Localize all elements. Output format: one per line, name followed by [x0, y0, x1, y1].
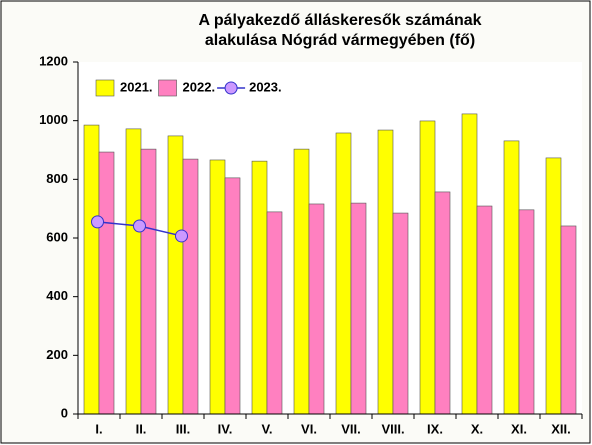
x-tick-label: VIII. — [381, 421, 404, 436]
y-tick-label: 1000 — [39, 112, 68, 127]
x-tick-label: I. — [95, 421, 102, 436]
bar — [419, 120, 436, 415]
y-tick-label: 800 — [46, 171, 68, 186]
bar — [293, 148, 310, 415]
y-tick-label: 600 — [46, 229, 68, 244]
x-tick-label: XII. — [551, 421, 571, 436]
bar — [476, 205, 493, 415]
x-tick-label: IV. — [218, 421, 233, 436]
chart-title: alakulása Nógrád vármegyében (fő) — [205, 32, 475, 49]
y-tick-label: 1200 — [39, 53, 68, 68]
bar — [503, 140, 520, 415]
y-tick-label: 0 — [61, 405, 68, 420]
bar — [209, 159, 226, 415]
chart-title: A pályakezdő álláskeresők számának — [198, 12, 481, 29]
bar — [83, 124, 100, 415]
x-tick-label: II. — [136, 421, 147, 436]
bar — [335, 132, 352, 415]
legend-swatch — [224, 81, 238, 95]
x-tick-label: III. — [176, 421, 190, 436]
bar — [308, 203, 325, 415]
bar — [224, 177, 241, 415]
legend-label: 2023. — [249, 79, 282, 94]
line-marker — [91, 215, 104, 229]
bar — [518, 209, 535, 415]
plot-area — [78, 62, 582, 414]
bar — [560, 225, 577, 415]
bar — [182, 158, 199, 415]
legend-swatch — [158, 79, 177, 97]
bar — [167, 135, 184, 415]
legend-label: 2021. — [120, 79, 153, 94]
y-tick-label: 400 — [46, 288, 68, 303]
bar — [350, 202, 367, 415]
x-tick-label: VI. — [301, 421, 317, 436]
bar — [125, 128, 142, 415]
x-tick-label: X. — [471, 421, 483, 436]
bar — [377, 129, 394, 415]
y-tick-label: 200 — [46, 347, 68, 362]
x-tick-label: XI. — [511, 421, 527, 436]
bar — [140, 148, 157, 415]
bar — [98, 151, 115, 415]
bar — [392, 212, 409, 415]
line-marker — [175, 229, 188, 243]
bar — [434, 191, 451, 415]
legend-label: 2022. — [183, 79, 216, 94]
bar — [545, 157, 562, 415]
x-tick-label: V. — [261, 421, 272, 436]
bar — [251, 160, 268, 415]
legend-swatch — [95, 79, 115, 97]
bar — [461, 113, 478, 415]
line-marker — [133, 219, 146, 233]
bar — [266, 211, 283, 415]
x-tick-label: VII. — [341, 421, 361, 436]
x-tick-label: IX. — [427, 421, 443, 436]
